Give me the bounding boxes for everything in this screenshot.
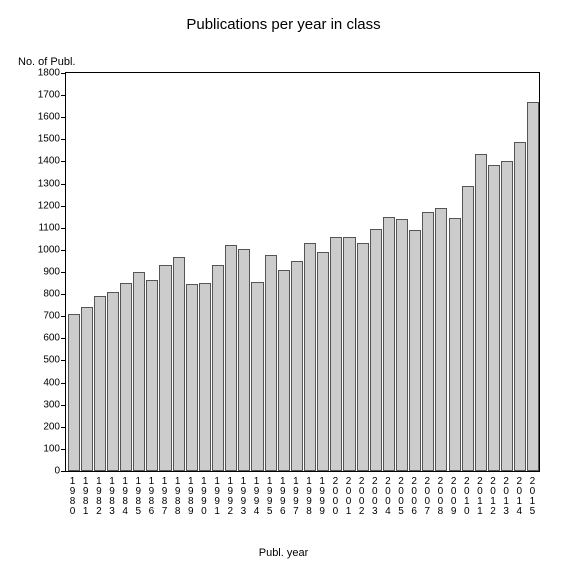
- bar: [186, 284, 198, 471]
- bar: [107, 292, 119, 471]
- x-tick-label: 2 0 0 7: [423, 477, 431, 517]
- x-axis-title: Publ. year: [0, 547, 567, 559]
- x-tick-label: 1 9 8 5: [134, 477, 142, 517]
- x-tick-label: 2 0 0 6: [410, 477, 418, 517]
- y-tick-label: 1100: [38, 222, 60, 233]
- y-tick-label: 400: [43, 377, 60, 388]
- x-tick-label: 2 0 1 2: [489, 477, 497, 517]
- publications-bar-chart: Publications per year in class No. of Pu…: [0, 0, 567, 567]
- bar: [462, 186, 474, 471]
- bar: [173, 257, 185, 471]
- y-tick-label: 900: [43, 267, 60, 278]
- y-tick-label: 800: [43, 289, 60, 300]
- x-tick-label: 2 0 0 8: [436, 477, 444, 517]
- y-tick-label: 1000: [38, 244, 60, 255]
- x-tick-label: 2 0 0 0: [331, 477, 339, 517]
- x-tick-label: 1 9 9 1: [213, 477, 221, 517]
- bar: [317, 252, 329, 471]
- y-axis-ticks: 0100200300400500600700800900100011001200…: [0, 72, 65, 472]
- bar: [212, 265, 224, 471]
- y-tick-label: 300: [43, 399, 60, 410]
- bar: [357, 243, 369, 471]
- y-tick-label: 1500: [38, 134, 60, 145]
- x-tick-label: 2 0 0 9: [450, 477, 458, 517]
- bar: [120, 283, 132, 471]
- y-tick-label: 0: [54, 466, 60, 477]
- x-tick-label: 2 0 0 3: [371, 477, 379, 517]
- bar: [422, 212, 434, 471]
- x-tick-label: 1 9 9 4: [253, 477, 261, 517]
- y-axis-title: No. of Publ.: [18, 56, 75, 68]
- x-tick-label: 1 9 8 9: [187, 477, 195, 517]
- x-tick-label: 1 9 9 8: [305, 477, 313, 517]
- bar: [68, 314, 80, 471]
- x-tick-label: 1 9 9 9: [318, 477, 326, 517]
- bar: [133, 272, 145, 471]
- x-tick-label: 2 0 1 4: [515, 477, 523, 517]
- y-tick-label: 100: [43, 443, 60, 454]
- bar: [501, 161, 513, 471]
- x-axis-ticks: 1 9 8 0 1 9 8 1 1 9 8 2 1 9 8 3 1 9 8 4 1 9 8…: [65, 474, 540, 534]
- x-tick-label: 1 9 8 0: [69, 477, 77, 517]
- x-tick-label: 1 9 9 0: [200, 477, 208, 517]
- x-tick-label: 1 9 9 5: [266, 477, 274, 517]
- x-tick-label: 2 0 0 2: [358, 477, 366, 517]
- bar: [409, 230, 421, 471]
- bar: [514, 142, 526, 471]
- plot-area: [65, 72, 540, 472]
- y-tick-label: 1800: [38, 68, 60, 79]
- x-tick-label: 1 9 8 8: [174, 477, 182, 517]
- bar: [291, 261, 303, 471]
- bar: [265, 255, 277, 471]
- bar: [370, 229, 382, 471]
- bar: [81, 307, 93, 471]
- bar: [488, 165, 500, 471]
- x-tick-label: 1 9 9 6: [279, 477, 287, 517]
- x-tick-label: 1 9 8 2: [95, 477, 103, 517]
- x-tick-label: 2 0 1 1: [476, 477, 484, 517]
- bar: [225, 245, 237, 471]
- bar: [146, 280, 158, 471]
- bar: [475, 154, 487, 471]
- bar: [449, 218, 461, 471]
- bar: [251, 282, 263, 471]
- y-tick-label: 1200: [38, 200, 60, 211]
- bar: [527, 102, 539, 471]
- y-tick-label: 700: [43, 311, 60, 322]
- x-tick-label: 1 9 9 7: [292, 477, 300, 517]
- x-tick-label: 1 9 9 3: [239, 477, 247, 517]
- y-tick-label: 1400: [38, 156, 60, 167]
- y-tick-label: 500: [43, 355, 60, 366]
- y-tick-label: 1700: [38, 90, 60, 101]
- y-tick-label: 200: [43, 421, 60, 432]
- x-tick-label: 2 0 0 4: [384, 477, 392, 517]
- x-tick-label: 2 0 1 5: [528, 477, 536, 517]
- bar: [383, 217, 395, 471]
- bar: [238, 249, 250, 471]
- chart-title: Publications per year in class: [0, 16, 567, 33]
- x-tick-label: 2 0 1 0: [463, 477, 471, 517]
- x-tick-label: 2 0 1 3: [502, 477, 510, 517]
- x-tick-label: 1 9 8 7: [161, 477, 169, 517]
- y-tick-label: 1300: [38, 178, 60, 189]
- bar: [304, 243, 316, 471]
- x-tick-label: 1 9 8 6: [147, 477, 155, 517]
- bar: [330, 237, 342, 471]
- bar: [278, 270, 290, 471]
- y-tick-label: 1600: [38, 112, 60, 123]
- x-tick-label: 1 9 8 1: [82, 477, 90, 517]
- bar: [159, 265, 171, 471]
- bar: [199, 283, 211, 471]
- bar: [343, 237, 355, 471]
- x-tick-label: 1 9 8 4: [121, 477, 129, 517]
- x-tick-label: 1 9 8 3: [108, 477, 116, 517]
- y-tick-label: 600: [43, 333, 60, 344]
- x-tick-label: 2 0 0 1: [344, 477, 352, 517]
- bars-container: [66, 73, 539, 471]
- bar: [94, 296, 106, 471]
- x-tick-label: 1 9 9 2: [226, 477, 234, 517]
- bar: [396, 219, 408, 471]
- x-tick-label: 2 0 0 5: [397, 477, 405, 517]
- bar: [435, 208, 447, 471]
